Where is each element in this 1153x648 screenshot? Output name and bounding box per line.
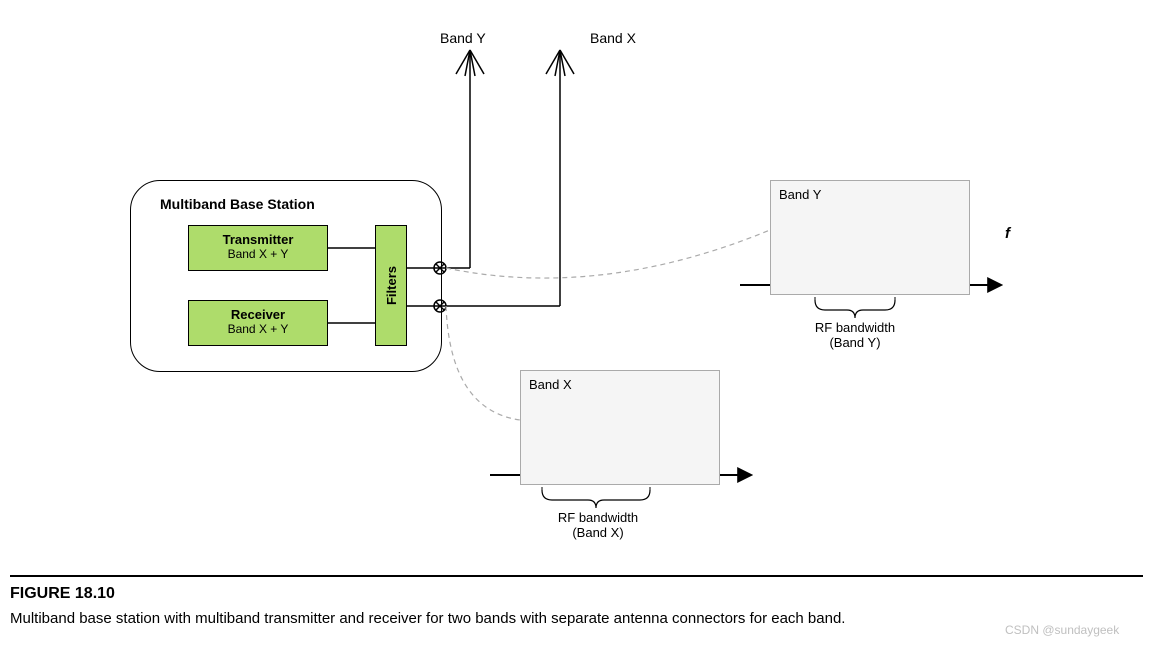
rf-bandwidth-label-x: RF bandwidth (Band X) [528, 510, 668, 540]
receiver-box: Receiver Band X + Y [188, 300, 328, 346]
figure-rule [10, 575, 1143, 577]
spectrum-label-band-y: Band Y [779, 187, 821, 202]
figure-caption: Multiband base station with multiband tr… [10, 610, 845, 627]
receiver-title: Receiver [189, 307, 327, 322]
transmitter-title: Transmitter [189, 232, 327, 247]
rfbw-x-line1: RF bandwidth [528, 510, 668, 525]
filters-label: Filters [384, 266, 399, 305]
rf-bandwidth-label-y: RF bandwidth (Band Y) [785, 320, 925, 350]
rfbw-y-line2: (Band Y) [785, 335, 925, 350]
frequency-axis-label: f [1005, 225, 1010, 242]
watermark: CSDN @sundaygeek [1005, 623, 1119, 637]
base-station-title: Multiband Base Station [160, 196, 315, 212]
receiver-sub: Band X + Y [189, 322, 327, 336]
transmitter-sub: Band X + Y [189, 247, 327, 261]
transmitter-box: Transmitter Band X + Y [188, 225, 328, 271]
diagram-canvas: Multiband Base Station Transmitter Band … [0, 0, 1153, 648]
rfbw-y-line1: RF bandwidth [785, 320, 925, 335]
spectrum-label-band-x: Band X [529, 377, 572, 392]
antenna-label-band-y: Band Y [440, 30, 486, 46]
spectrum-panel-band-x: Band X [520, 370, 720, 485]
filters-box: Filters [375, 225, 407, 346]
rfbw-x-line2: (Band X) [528, 525, 668, 540]
antenna-label-band-x: Band X [590, 30, 636, 46]
spectrum-panel-band-y: Band Y [770, 180, 970, 295]
figure-number: FIGURE 18.10 [10, 585, 115, 603]
